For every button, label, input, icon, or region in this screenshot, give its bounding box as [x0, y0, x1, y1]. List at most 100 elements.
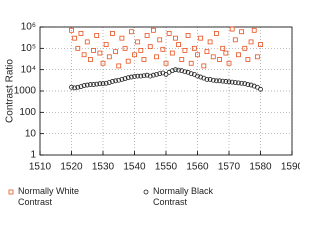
x-tick-label: 1520 — [60, 162, 83, 173]
data-point — [198, 74, 204, 80]
x-tick-label: 1580 — [249, 162, 272, 173]
y-tick-label: 1 — [30, 150, 36, 161]
y-tick-label: 10⁶ — [21, 22, 36, 33]
data-point — [125, 75, 131, 81]
x-tick-label: 1590 — [281, 162, 300, 173]
data-point — [220, 45, 226, 51]
data-point — [213, 31, 219, 36]
data-point — [232, 37, 238, 43]
data-point — [147, 73, 153, 79]
data-point — [106, 80, 112, 85]
data-point — [173, 67, 178, 73]
data-point — [201, 63, 207, 69]
data-point — [242, 45, 248, 51]
data-point — [122, 45, 128, 51]
data-point — [144, 72, 150, 78]
data-point — [110, 79, 115, 84]
data-point — [245, 82, 251, 87]
data-point — [223, 79, 229, 84]
data-point — [122, 76, 128, 82]
data-point — [251, 83, 257, 89]
data-point — [113, 49, 118, 55]
data-point — [201, 75, 207, 81]
data-point — [106, 54, 112, 60]
data-point — [254, 54, 260, 60]
data-point — [176, 67, 182, 73]
data-point — [245, 57, 251, 62]
data-point — [195, 52, 200, 58]
data-point — [97, 50, 103, 56]
data-point — [232, 80, 238, 85]
data-point — [154, 71, 159, 77]
data-point — [207, 39, 213, 45]
data-point — [229, 79, 235, 85]
data-point — [138, 73, 144, 79]
data-point — [154, 54, 159, 60]
data-point — [110, 31, 115, 36]
data-point — [213, 78, 219, 84]
data-point — [210, 77, 216, 83]
data-point — [78, 84, 84, 90]
data-point — [182, 69, 188, 75]
data-point — [204, 76, 210, 82]
data-point — [84, 39, 90, 45]
y-tick-label: 10⁵ — [21, 43, 36, 54]
data-point — [226, 60, 232, 66]
data-point — [157, 71, 163, 77]
data-point — [150, 27, 156, 33]
data-point — [185, 33, 191, 38]
data-point — [239, 29, 245, 35]
data-point — [91, 82, 96, 87]
data-point — [132, 74, 137, 79]
data-point — [135, 39, 141, 45]
data-point — [258, 42, 263, 47]
data-point — [97, 81, 103, 87]
data-point — [220, 78, 226, 84]
data-point — [251, 27, 257, 33]
data-point — [236, 80, 241, 86]
data-point — [119, 76, 125, 82]
data-point — [132, 52, 137, 58]
data-point — [113, 78, 118, 84]
data-point — [138, 48, 144, 53]
data-point — [100, 81, 106, 87]
x-tick-label: 1570 — [218, 162, 241, 173]
data-point — [119, 35, 125, 41]
x-tick-label: 1560 — [186, 162, 209, 173]
data-point — [94, 33, 100, 38]
data-point — [223, 50, 229, 56]
data-point — [169, 50, 175, 56]
data-point — [242, 81, 248, 87]
data-point — [248, 39, 254, 45]
data-point — [179, 57, 185, 62]
data-point — [210, 54, 216, 60]
data-point — [179, 68, 185, 74]
data-point — [75, 84, 81, 90]
data-point — [188, 71, 194, 77]
y-tick-label: 10 — [25, 128, 37, 139]
data-point — [141, 73, 147, 79]
legend-marker — [8, 189, 14, 195]
data-point — [78, 31, 84, 36]
chart: Contrast Ratio 1 10 100 1000 10⁴ 10⁵ 10⁶ 1510 15… — [5, 22, 300, 195]
data-point — [91, 48, 96, 53]
data-point — [116, 77, 122, 83]
data-point — [160, 46, 166, 52]
x-tick-label: 1540 — [123, 162, 146, 173]
data-point — [81, 83, 87, 88]
data-point — [258, 86, 263, 92]
data-point — [217, 57, 222, 62]
data-point — [239, 80, 245, 86]
page: Contrast Ratio 1 10 100 1000 10⁴ 10⁵ 10⁶ 1510 15… — [5, 22, 300, 207]
data-point — [163, 60, 169, 66]
data-point — [248, 82, 254, 88]
data-point — [94, 81, 100, 87]
y-tick-label: 1000 — [14, 86, 37, 97]
data-point — [204, 49, 210, 55]
data-point — [173, 35, 178, 41]
data-point — [72, 85, 78, 91]
data-point — [147, 44, 153, 50]
data-point — [81, 52, 87, 58]
legend-label: Normally White Contrast — [18, 186, 80, 207]
data-point — [182, 48, 188, 53]
